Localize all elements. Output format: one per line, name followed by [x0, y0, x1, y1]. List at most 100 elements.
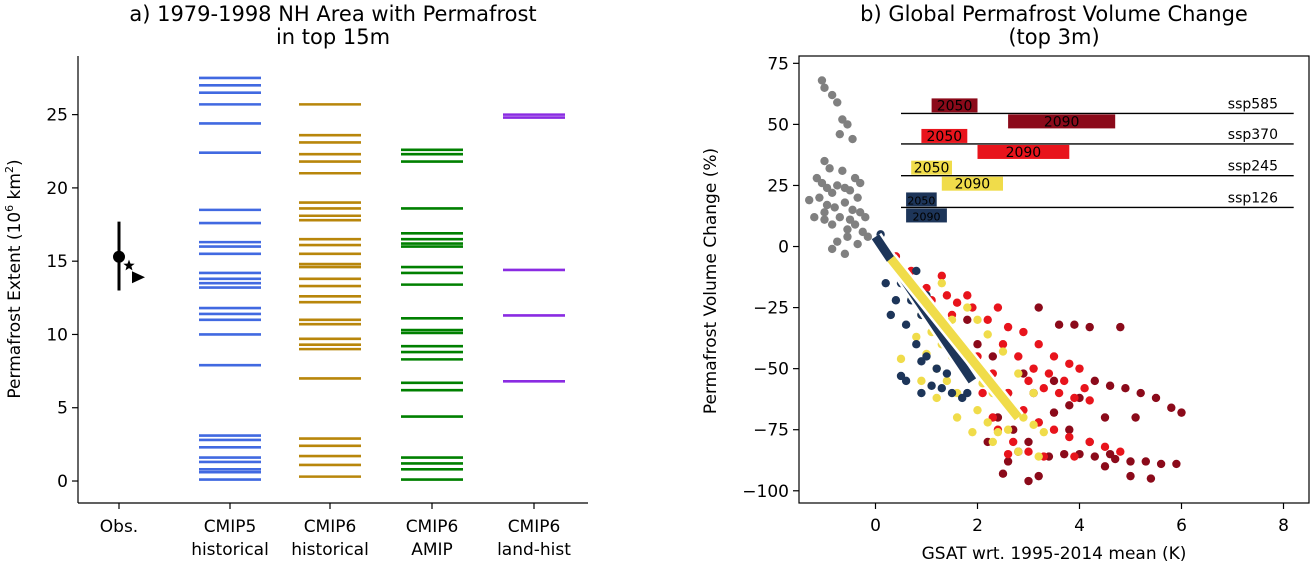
panel-b-ssp585-point — [1034, 471, 1043, 481]
panel-b-ssp585-point — [1136, 388, 1145, 398]
panel-a-category-label-line2: historical — [191, 540, 269, 560]
panel-b-ssp126-point — [927, 381, 936, 390]
panel-b-ssp370-point — [1029, 364, 1038, 373]
panel-b-ssp126-range-bar — [906, 192, 937, 207]
panel-b-ssp126-point — [901, 320, 911, 329]
panel-b-ssp370-point — [937, 271, 946, 281]
panel-b-ssp585-point — [1024, 437, 1033, 447]
panel-b-x-axis-label: GSAT wrt. 1995-2014 mean (K) — [922, 544, 1187, 564]
panel-a-category-label: Obs. — [100, 517, 138, 537]
panel-b-ssp585-point — [1151, 393, 1161, 403]
panel-a-y-label-text: Permafrost Extent (10 — [5, 212, 25, 399]
panel-a-category-label: CMIP6 — [304, 517, 357, 537]
panel-b-ssp585-point — [1111, 454, 1120, 464]
panel-b-y-tick-label: 0 — [778, 238, 789, 258]
panel-b-scenario-label: ssp585 — [1228, 96, 1278, 112]
panel-b-ssp585-point — [1003, 457, 1013, 466]
panel-b-historical-point — [833, 98, 842, 107]
panel-b-ssp585-point — [1156, 459, 1166, 469]
panel-b-historical-point — [827, 220, 837, 229]
panel-b-ssp370-point — [1049, 352, 1059, 361]
panel-b-ssp245-point — [952, 413, 962, 422]
panel-b-historical-point — [810, 213, 819, 222]
panel-a-category-label-line2: AMIP — [411, 540, 453, 560]
panel-a-y-tick-label: 15 — [46, 252, 68, 272]
panel-a-category-label: CMIP6 — [406, 517, 459, 537]
panel-b-ssp126-point — [942, 369, 952, 378]
panel-b-ssp126-range-bar — [906, 208, 947, 223]
panel-b-ssp370-point — [1060, 376, 1069, 386]
panel-a-category-label-line2: land-hist — [497, 540, 571, 560]
panel-b-ssp370-point — [1100, 442, 1110, 452]
panel-b-ssp370-point — [1034, 340, 1043, 349]
panel-a-y-label-close: ) — [5, 159, 25, 166]
panel-a-obs-circle — [113, 250, 125, 263]
panel-b-y-axis-label: Permafrost Volume Change (%) — [701, 148, 721, 414]
panel-b-ssp585-point — [1065, 425, 1074, 434]
panel-b-historical-point — [817, 76, 827, 85]
panel-b-y-ticks: 75 50 25 0 −25 −50 −75 −100 — [742, 54, 799, 502]
panel-b-ssp126-point — [912, 266, 921, 276]
panel-b-historical-points — [805, 76, 873, 259]
panel-b-frame — [798, 55, 1310, 504]
panel-b-ssp585-point — [1100, 413, 1110, 422]
panel-a-y-label-sup2: 2 — [3, 166, 16, 173]
panel-b-ssp245-point — [973, 405, 982, 415]
panel-a-subtitle: in top 15m — [276, 25, 390, 49]
panel-b-range-bar-label: 2090 — [1006, 145, 1042, 161]
panel-b-historical-point — [820, 83, 829, 92]
panel-b-ssp370-point — [963, 291, 972, 300]
panel-b-ssp585-point — [963, 315, 972, 325]
panel-b-ssp126-point — [947, 388, 957, 398]
panel-b-ssp245-point — [896, 354, 906, 364]
panel-b-historical-point — [827, 90, 837, 100]
panel-b-ssp245-range-bar — [911, 160, 952, 175]
panel-b-ssp585-point — [1141, 457, 1151, 466]
panel-b-historical-point — [861, 213, 870, 222]
panel-a-y-tick-label: 10 — [46, 325, 68, 345]
panel-b-ssp245-point — [983, 418, 992, 427]
panel-b-range-bar-label: 2050 — [914, 161, 950, 177]
panel-b-ssp370-point — [978, 388, 987, 398]
panel-b-ssp370-range-bar — [977, 144, 1070, 159]
panel-b-ssp585-point — [1116, 322, 1125, 332]
panel-a-x-ticks: Obs. CMIP5 historical CMIP6 historical CMIP6 A… — [100, 503, 571, 560]
panel-b-ssp585-point — [1121, 383, 1130, 393]
panel-b-ssp370-point — [1039, 383, 1049, 393]
panel-b-historical-point — [840, 198, 850, 207]
panel-b-historical-point — [833, 181, 842, 190]
panel-b-ssp585-point — [1034, 303, 1043, 312]
panel-b-ssp126-point — [932, 364, 941, 373]
panel-b-ssp245-point — [932, 393, 941, 403]
panel-b-regression-line — [887, 255, 1022, 421]
panel-b-ssp245-point — [1029, 420, 1038, 430]
panel-b-ssp126-point — [896, 371, 906, 381]
panel-b-x-tick-label: 4 — [1074, 516, 1085, 536]
panel-b-ssp585-point — [1060, 449, 1069, 459]
panel-b-subtitle: (top 3m) — [1008, 25, 1099, 49]
panel-b-ssp370-point — [1085, 437, 1094, 447]
panel-b-ssp585-point — [1167, 403, 1176, 412]
panel-b-ssp370-point — [1085, 396, 1094, 405]
panel-b-x-tick-label: 8 — [1278, 516, 1289, 536]
panel-b-scenario-label: ssp126 — [1228, 190, 1278, 206]
panel-b-ssp245-point — [1034, 452, 1043, 461]
panel-b-ssp585-point — [1177, 408, 1186, 417]
panel-b-ssp370-point — [1070, 393, 1079, 403]
panel-b-ssp585-point — [998, 469, 1008, 478]
panel-b-y-tick-label: −75 — [753, 421, 789, 441]
panel-b-ssp126-point — [881, 278, 890, 288]
panel-b-historical-point — [848, 134, 857, 144]
panel-a-obs-star — [123, 259, 135, 271]
panel-b-ssp585-point — [1054, 320, 1064, 329]
panel-b-ssp245-point — [993, 427, 1003, 437]
panel-a-y-tick-label: 20 — [46, 179, 68, 199]
panel-b-historical-point — [843, 232, 852, 241]
panel-b-ssp370-point — [1054, 388, 1064, 398]
panel-b-ssp370-point — [1009, 437, 1018, 447]
panel-b-ssp245-point — [968, 427, 977, 437]
panel-b-ssp245-point — [1003, 425, 1013, 434]
panel-b-volume-chart: b) Global Permafrost Volume Change (top … — [701, 2, 1310, 564]
panel-a-title: a) 1979-1998 NH Area with Permafrost — [129, 2, 536, 26]
